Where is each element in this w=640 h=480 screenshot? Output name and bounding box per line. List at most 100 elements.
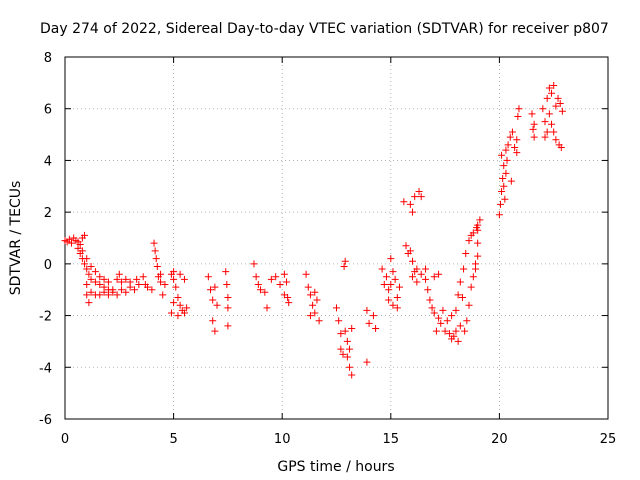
data-point xyxy=(309,302,316,309)
data-point xyxy=(504,157,511,164)
data-point xyxy=(151,240,158,247)
data-point xyxy=(396,284,403,291)
plot-frame xyxy=(65,57,608,419)
data-point xyxy=(152,247,159,254)
y-tick-label: 0 xyxy=(44,258,52,273)
data-point xyxy=(342,258,349,265)
data-point xyxy=(457,322,464,329)
data-point xyxy=(214,302,221,309)
data-point xyxy=(381,281,388,288)
data-point xyxy=(468,284,475,291)
data-point xyxy=(181,276,188,283)
data-point xyxy=(344,338,351,345)
data-point xyxy=(455,338,462,345)
data-point xyxy=(224,322,231,329)
data-point xyxy=(444,317,451,324)
data-point xyxy=(83,281,90,288)
data-point xyxy=(508,178,515,185)
data-point xyxy=(514,113,521,120)
data-point xyxy=(530,126,537,133)
data-point xyxy=(263,304,270,311)
data-point xyxy=(422,276,429,283)
data-point xyxy=(424,286,431,293)
data-point xyxy=(472,260,479,267)
data-point xyxy=(372,325,379,332)
data-point xyxy=(422,266,429,273)
data-point xyxy=(313,297,320,304)
data-point xyxy=(531,134,538,141)
data-point xyxy=(348,372,355,379)
data-point xyxy=(222,268,229,275)
data-point xyxy=(211,328,218,335)
data-point xyxy=(316,317,323,324)
data-point xyxy=(462,250,469,257)
data-point xyxy=(400,198,407,205)
data-point xyxy=(528,110,535,117)
data-point xyxy=(253,273,260,280)
data-point xyxy=(305,284,312,291)
data-point xyxy=(461,328,468,335)
data-point xyxy=(348,325,355,332)
chart-title: Day 274 of 2022, Sidereal Day-to-day VTE… xyxy=(40,21,609,37)
data-point xyxy=(205,273,212,280)
data-point xyxy=(411,193,418,200)
data-point xyxy=(224,294,231,301)
data-point xyxy=(392,276,399,283)
data-point xyxy=(281,271,288,278)
data-point xyxy=(285,299,292,306)
data-points xyxy=(62,82,566,379)
data-point xyxy=(403,242,410,249)
data-point xyxy=(474,253,481,260)
x-tick-label: 15 xyxy=(383,432,400,447)
data-point xyxy=(515,105,522,112)
data-point xyxy=(448,312,455,319)
y-tick-label: 8 xyxy=(44,51,52,66)
data-point xyxy=(500,162,507,169)
data-point xyxy=(439,307,446,314)
x-tick-label: 0 xyxy=(61,432,69,447)
data-point xyxy=(283,278,290,285)
data-point xyxy=(497,201,504,208)
data-point xyxy=(370,312,377,319)
data-point xyxy=(559,108,566,115)
data-point xyxy=(552,136,559,143)
data-point xyxy=(513,136,520,143)
data-point xyxy=(303,271,310,278)
data-point xyxy=(501,196,508,203)
y-axis-label: SDTVAR / TECUs xyxy=(8,181,24,296)
data-point xyxy=(539,105,546,112)
data-point xyxy=(418,271,425,278)
y-tick-label: 4 xyxy=(44,154,52,169)
data-point xyxy=(394,294,401,301)
data-point xyxy=(140,273,147,280)
data-point xyxy=(223,281,230,288)
data-point xyxy=(363,359,370,366)
data-point xyxy=(457,278,464,285)
axis-ticks xyxy=(65,57,608,419)
grid xyxy=(65,57,608,419)
data-point xyxy=(452,307,459,314)
data-point xyxy=(409,209,416,216)
data-point xyxy=(426,297,433,304)
data-point xyxy=(366,320,373,327)
y-tick-label: -6 xyxy=(39,413,52,428)
x-axis-label: GPS time / hours xyxy=(277,459,394,475)
data-point xyxy=(174,294,181,301)
data-point xyxy=(531,121,538,128)
data-point xyxy=(170,299,177,306)
data-point xyxy=(499,175,506,182)
data-point xyxy=(92,268,99,275)
data-point xyxy=(502,170,509,177)
data-point xyxy=(379,266,386,273)
data-point xyxy=(224,304,231,311)
data-point xyxy=(460,266,467,273)
tick-labels: 0 5 10 15 20 25 -6 -4 -2 0 2 4 6 8 xyxy=(39,51,616,447)
data-point xyxy=(550,128,557,135)
data-point xyxy=(413,278,420,285)
data-point xyxy=(407,201,414,208)
data-point xyxy=(548,121,555,128)
y-tick-label: -4 xyxy=(39,361,52,376)
x-tick-label: 20 xyxy=(491,432,508,447)
y-tick-label: 6 xyxy=(44,103,52,118)
data-point xyxy=(333,304,340,311)
